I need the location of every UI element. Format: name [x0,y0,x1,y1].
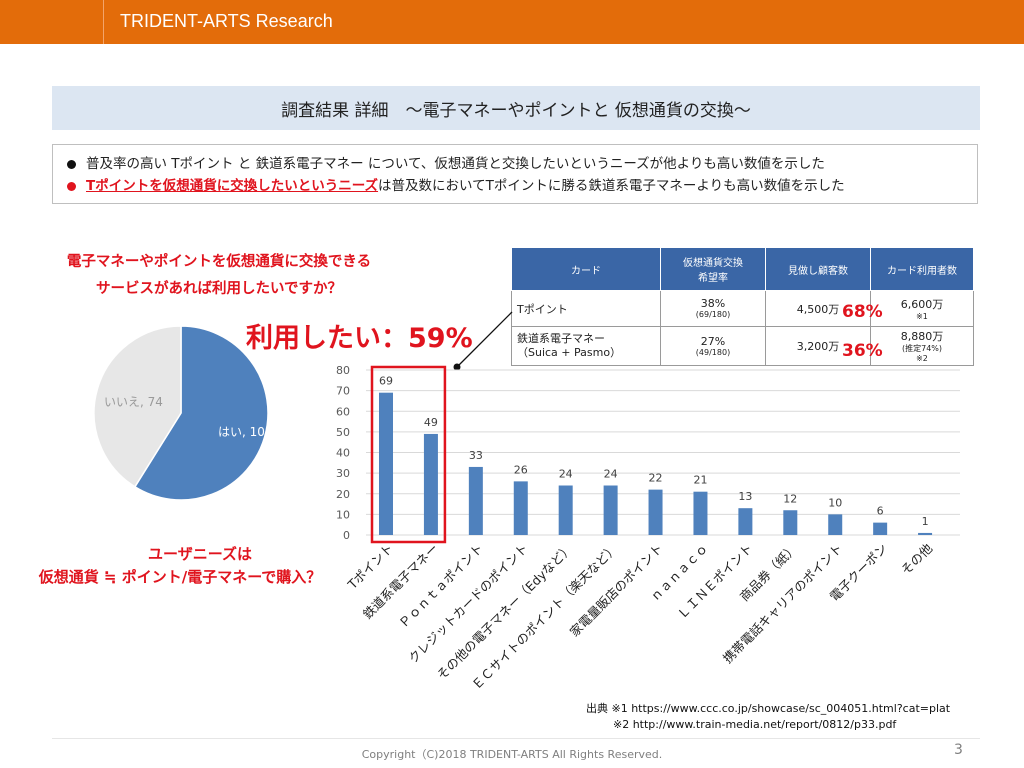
bar-value-label: 10 [828,496,842,509]
y-tick-label: 70 [336,385,350,398]
page-number: 3 [954,742,963,758]
bullet-1-text: 普及率の高い Tポイント と 鉄道系電子マネー について、仮想通貨と交換したいと… [86,156,825,172]
bar-chart: 0 10 20 30 40 50 60 70 80 69 Tポイント 49 鉄道系電子マネー 33 Ｐｏｎｔ… [330,360,970,700]
row2-customers: 3,200万 [765,326,871,366]
category-label: ＬＩＮＥポイント [674,541,755,622]
bar-9 [783,510,798,535]
row2-name: 鉄道系電子マネー （Suica + Pasmo） [511,326,661,366]
y-tick-label: 60 [336,405,350,418]
th-rate: 仮想通貨交換 希望率 [660,247,766,291]
card-table-header: カード 仮想通貨交換 希望率 見做し顧客数 カード利用者数 [511,247,974,291]
bar-7 [693,491,708,535]
row1-users-value: 6,600万 [900,297,944,311]
y-tick-label: 0 [343,529,350,542]
bar-2 [468,466,483,535]
pie-label-0: はい, 106 [218,425,273,439]
bullet-dot-icon [67,159,76,169]
bar-value-label: 24 [559,468,573,481]
bar-5 [603,485,618,535]
summary-box: 普及率の高い Tポイント と 鉄道系電子マネー について、仮想通貨と交換したいと… [52,144,978,204]
bar-chart-svg: 0102030405060708069Tポイント49鉄道系電子マネー33Ｐｏｎｔ… [336,364,960,693]
category-label: 鉄道系電子マネー [360,541,441,622]
th-users: カード利用者数 [870,247,974,291]
callout-dot [453,363,461,371]
source-line-1: 出典 ※1 https://www.ccc.co.jp/showcase/sc_… [586,702,951,715]
pie-slice-0 [133,325,269,501]
bar-12 [918,532,933,535]
header-bar: TRIDENT-ARTS Research [0,0,1024,44]
y-tick-label: 50 [336,426,350,439]
row1-rate-sub: (69/180) [695,310,731,319]
y-tick-label: 20 [336,488,350,501]
row2-rate: 27% (49/180) [660,326,766,366]
row1-users-sub: ※1 [916,311,928,321]
pct-36: 36% [842,341,883,361]
bar-value-label: 69 [379,375,393,388]
row1-rate-value: 38% [700,297,726,310]
bullet-2-highlight: Tポイントを仮想通貨に交換したいというニーズ [86,178,379,194]
bar-4 [558,485,573,535]
footer-divider [52,738,980,739]
bar-11 [873,522,888,535]
bar-value-label: 49 [424,416,438,429]
row1-name: Tポイント [511,290,661,327]
bullet-2: Tポイントを仮想通貨に交換したいというニーズは普及数においてTポイントに勝る鉄道… [67,175,977,197]
bar-6 [648,489,663,535]
row1-users: 6,600万 ※1 [870,290,974,327]
highlight-box [370,365,447,544]
bar-value-label: 21 [693,474,707,487]
slide-title: 調査結果 詳細 ～電子マネーやポイントと 仮想通貨の交換～ [52,86,980,130]
question-line-1: 電子マネーやポイントを仮想通貨に交換できる [66,254,372,270]
brand-title: TRIDENT-ARTS Research [120,11,333,31]
conclusion-line-1: ユーザニーズは [148,545,252,563]
use-percent-label: 利用したい：59% [246,323,473,354]
pie-slice-1 [93,325,182,488]
y-tick-label: 30 [336,467,350,480]
y-tick-label: 10 [336,508,350,521]
bullet-1: 普及率の高い Tポイント と 鉄道系電子マネー について、仮想通貨と交換したいと… [67,153,977,175]
bar-0 [379,392,393,535]
row2-users-value: 8,880万 [900,330,944,343]
table-row: 鉄道系電子マネー （Suica + Pasmo） 27% (49/180) 3,2… [511,326,974,366]
th-customers: 見做し顧客数 [765,247,871,291]
bar-value-label: 22 [649,472,663,485]
bar-value-label: 24 [604,468,618,481]
bar-value-label: 1 [922,515,929,528]
bullet-dot-red-icon [67,181,76,191]
conclusion-line-2: 仮想通貨 ≒ ポイント/電子マネーで購入？ [38,568,322,586]
header-accent-block [0,0,104,44]
copyright: Copyright（C)2018 TRIDENT-ARTS All Rights… [361,748,663,761]
y-tick-label: 40 [336,447,350,460]
row1-rate: 38% (69/180) [660,290,766,327]
pie-chart: はい, 106 いいえ, 74 [86,325,276,501]
source-line-2: ※2 http://www.train-media.net/report/081… [613,718,897,731]
bar-value-label: 13 [738,490,752,503]
pct-68: 68% [842,302,883,322]
th-card: カード [511,247,661,291]
bar-10 [828,514,843,535]
bullet-2-text: は普及数においてTポイントに勝る鉄道系電子マネーよりも高い数値を示した [378,178,845,194]
pie-svg: はい, 106 いいえ, 74 [93,325,273,501]
bar-value-label: 12 [783,492,797,505]
bar-8 [738,508,753,535]
source-notes: 出典 ※1 https://www.ccc.co.jp/showcase/sc_… [586,701,950,733]
bar-value-label: 6 [877,505,884,518]
row2-rate-value: 27% [700,334,726,348]
y-tick-label: 80 [336,364,350,377]
row2-users-sub: (推定74%) ※2 [901,344,943,363]
category-label: その他 [898,540,935,577]
row2-rate-sub: (49/180) [695,347,731,357]
question-line-2: サービスがあれば利用したいですか？ [95,281,343,297]
bar-1 [423,433,438,535]
bar-value-label: 33 [469,449,483,462]
category-label: Ｐｏｎｔａポイント [396,541,486,631]
bar-3 [513,481,528,535]
row2-users: 8,880万 (推定74%) ※2 [870,326,974,366]
table-row: Tポイント 38% (69/180) 4,500万 6,600万 ※1 [511,290,974,327]
pie-label-1: いいえ, 74 [104,395,163,409]
card-table: カード 仮想通貨交換 希望率 見做し顧客数 カード利用者数 Tポイント 38%(… [511,247,974,366]
callout-connector [456,311,513,368]
bar-value-label: 26 [514,463,528,476]
